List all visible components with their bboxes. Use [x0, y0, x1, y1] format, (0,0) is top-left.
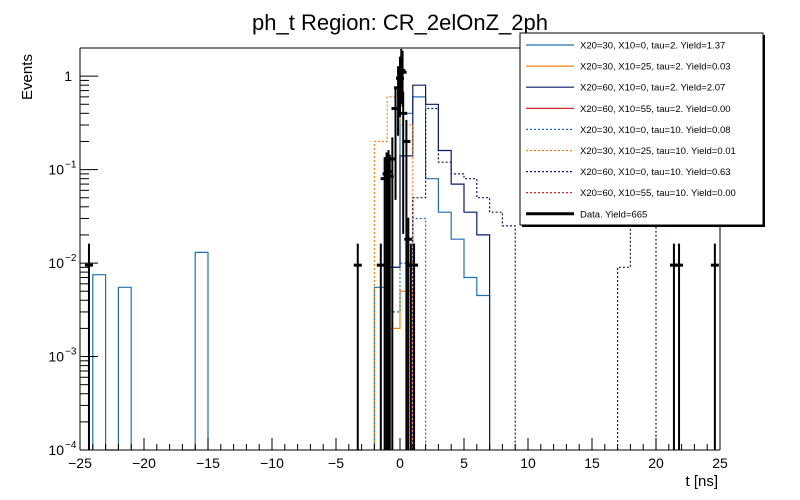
legend: X20=30, X10=0, tau=2. Yield=1.37 X20=30, …	[519, 32, 765, 227]
x-tick-label-2: −15	[196, 455, 220, 471]
y-axis-label: Events	[19, 54, 36, 100]
legend-label-6: X20=60, X10=0, tau=10. Yield=0.63	[580, 167, 731, 178]
y-tick-exponent-0: −4	[65, 440, 77, 451]
chart-title: ph_t Region: CR_2elOnZ_2ph	[252, 10, 548, 35]
legend-label-0: X20=30, X10=0, tau=2. Yield=1.37	[580, 41, 725, 52]
y-tick-label-2: 10	[48, 255, 64, 271]
legend-label-8: Data. Yield=665	[580, 209, 647, 220]
legend-label-3: X20=60, X10=55, tau=2. Yield=0.00	[580, 104, 731, 115]
x-tick-label-7: 10	[520, 455, 536, 471]
x-tick-label-1: −20	[132, 455, 156, 471]
data-points-layer	[84, 48, 719, 450]
x-axis-label: t [ns]	[685, 473, 718, 490]
x-tick-label-3: −10	[260, 455, 284, 471]
x-tick-label-9: 20	[648, 455, 664, 471]
legend-label-4: X20=30, X10=0, tau=10. Yield=0.08	[580, 125, 731, 136]
legend-box	[519, 32, 764, 226]
y-tick-label-0: 10	[48, 442, 64, 458]
legend-label-7: X20=60, X10=55, tau=10. Yield=0.00	[580, 188, 736, 199]
y-tick-exponent-1: −3	[65, 347, 77, 358]
x-tick-label-10: 25	[712, 455, 728, 471]
legend-label-2: X20=60, X10=0, tau=2. Yield=2.07	[580, 83, 725, 94]
x-tick-label-6: 5	[460, 455, 468, 471]
series-2-histogram	[386, 84, 491, 450]
y-tick-label-4: 1	[64, 68, 72, 84]
y-tick-exponent-3: −1	[65, 160, 77, 171]
x-tick-label-0: −25	[68, 455, 92, 471]
x-tick-label-4: −5	[328, 455, 344, 471]
series-5-histogram	[373, 96, 414, 450]
x-tick-label-5: 0	[396, 455, 404, 471]
y-tick-label-3: 10	[48, 162, 64, 178]
legend-label-5: X20=30, X10=25, tau=10. Yield=0.01	[580, 146, 736, 157]
y-tick-label-1: 10	[48, 349, 64, 365]
axes-layer: −25 −20 −15 −10 −5 0 5 10 15 20 2510−410−310−210−1…	[48, 47, 728, 471]
y-tick-exponent-2: −2	[65, 253, 77, 264]
x-tick-label-8: 15	[584, 455, 600, 471]
legend-label-1: X20=30, X10=25, tau=2. Yield=0.03	[580, 62, 731, 73]
